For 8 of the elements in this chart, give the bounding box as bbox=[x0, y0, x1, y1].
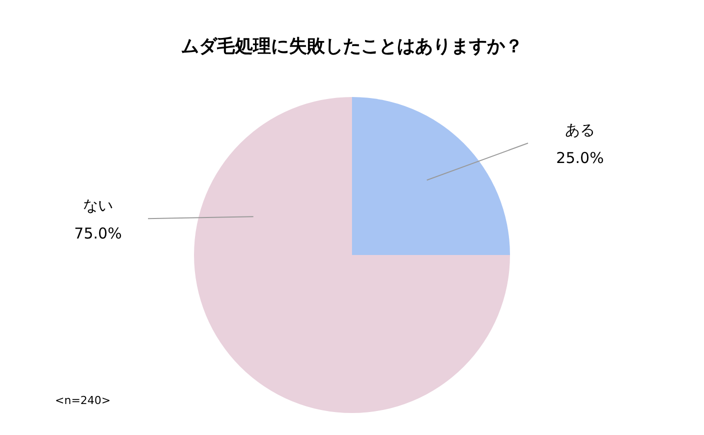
chart-title: ムダ毛処理に失敗したことはありますか？ bbox=[181, 36, 523, 57]
data-label: 25.0% bbox=[556, 149, 604, 168]
slice-label: ある bbox=[565, 121, 595, 140]
slice-label: ない bbox=[83, 196, 113, 215]
text: <n=240> bbox=[55, 394, 111, 407]
data-label: 75.0% bbox=[74, 224, 122, 243]
pie-slice bbox=[194, 97, 510, 413]
pie-slice bbox=[352, 97, 510, 255]
